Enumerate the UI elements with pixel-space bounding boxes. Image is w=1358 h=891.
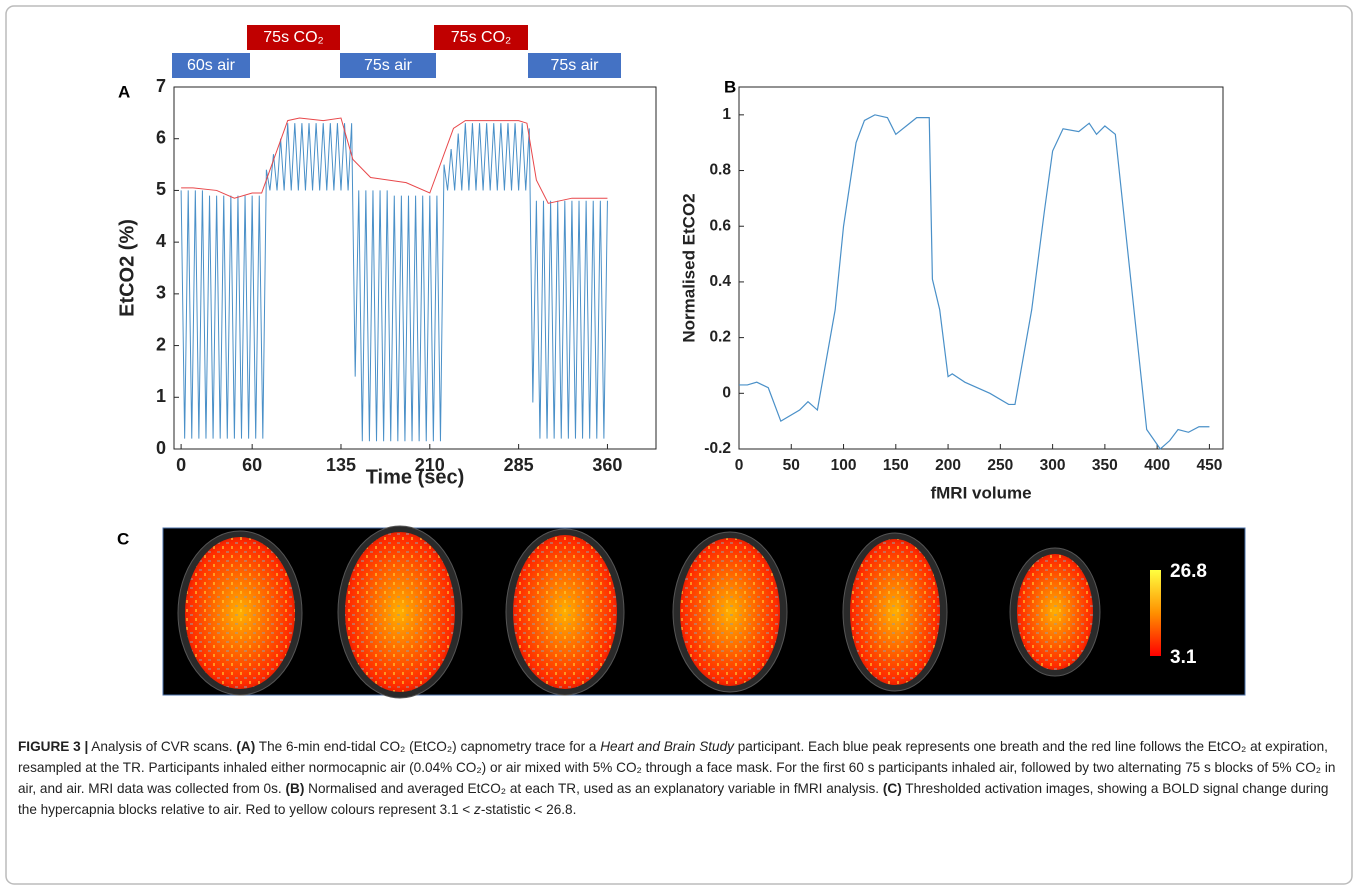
y-tick-label: 5	[156, 179, 166, 199]
x-tick-label: 350	[1092, 457, 1118, 474]
block-label: 75s air	[550, 57, 599, 74]
colorbar-max: 26.8	[1170, 561, 1207, 582]
block-label: 75s CO₂	[451, 29, 511, 46]
x-axis-label: Time (sec)	[366, 466, 465, 488]
block-label: 75s air	[364, 57, 413, 74]
caption-text: The 6-min end-tidal CO₂ (EtCO₂) capnomet…	[255, 739, 600, 754]
y-tick-label: 0	[156, 438, 166, 458]
x-tick-label: 0	[176, 455, 186, 475]
panel-letter: C	[117, 529, 129, 548]
block-label: 60s air	[187, 57, 236, 74]
x-tick-label: 60	[242, 455, 262, 475]
block-label: 75s CO₂	[263, 29, 323, 46]
brain-texture	[345, 532, 455, 692]
y-tick-label: 3	[156, 283, 166, 303]
y-tick-label: 1	[722, 106, 731, 123]
x-tick-label: 150	[883, 457, 909, 474]
data-line	[739, 115, 1209, 449]
y-tick-label: 0.8	[709, 162, 731, 179]
colorbar	[1150, 570, 1161, 656]
x-tick-label: 250	[987, 457, 1013, 474]
caption-panel-ref: (B)	[285, 781, 304, 796]
caption-panel-ref: (C)	[883, 781, 902, 796]
x-tick-label: 450	[1196, 457, 1222, 474]
y-tick-label: 2	[156, 334, 166, 354]
y-tick-label: 1	[156, 386, 166, 406]
caption-text: Normalised and averaged EtCO₂ at each TR…	[304, 781, 883, 796]
x-tick-label: 300	[1040, 457, 1066, 474]
caption-text: Analysis of CVR scans.	[88, 739, 236, 754]
y-tick-label: 0.6	[709, 217, 731, 234]
plot-frame	[739, 87, 1223, 449]
y-tick-label: -0.2	[704, 440, 731, 457]
y-tick-label: 6	[156, 127, 166, 147]
x-axis-label: fMRI volume	[930, 483, 1031, 502]
brain-texture	[850, 539, 940, 685]
panel-letter: A	[118, 82, 130, 101]
y-tick-label: 0.4	[709, 273, 731, 290]
y-tick-label: 7	[156, 76, 166, 96]
y-axis-label: EtCO2 (%)	[116, 219, 138, 317]
y-tick-label: 0.2	[709, 329, 731, 346]
brain-texture	[680, 538, 780, 686]
panel-letter: B	[724, 77, 736, 96]
caption: FIGURE 3 | Analysis of CVR scans. (A) Th…	[18, 736, 1340, 820]
x-tick-label: 0	[735, 457, 744, 474]
figure: 26.8 3.1 C 01234567060135210285360Time (…	[0, 0, 1358, 891]
y-tick-label: 0	[722, 384, 731, 401]
data-line	[181, 118, 607, 203]
data-line	[181, 123, 607, 441]
caption-label: FIGURE 3 |	[18, 739, 88, 754]
brain-texture	[513, 535, 617, 689]
caption-panel-ref: (A)	[236, 739, 255, 754]
brain-texture	[1017, 554, 1093, 670]
x-tick-label: 285	[504, 455, 534, 475]
caption-text: -statistic < 26.8.	[481, 802, 577, 817]
colorbar-min: 3.1	[1170, 647, 1197, 668]
x-tick-label: 400	[1144, 457, 1170, 474]
brain-texture	[185, 537, 295, 689]
caption-italic: z	[474, 802, 481, 817]
y-axis-label: Normalised EtCO2	[679, 193, 698, 342]
x-tick-label: 135	[326, 455, 356, 475]
x-tick-label: 200	[935, 457, 961, 474]
x-tick-label: 50	[783, 457, 800, 474]
caption-italic: Heart and Brain Study	[600, 739, 734, 754]
x-tick-label: 360	[592, 455, 622, 475]
y-tick-label: 4	[156, 231, 166, 251]
x-tick-label: 100	[831, 457, 857, 474]
